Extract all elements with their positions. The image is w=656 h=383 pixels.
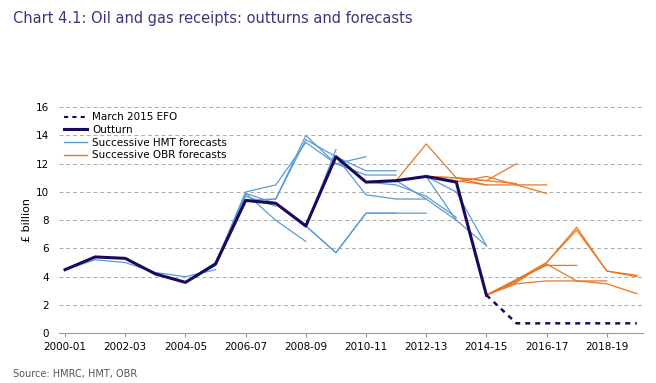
Text: Source: HMRC, HMT, OBR: Source: HMRC, HMT, OBR	[13, 369, 137, 379]
Y-axis label: £ billion: £ billion	[22, 198, 32, 242]
Text: Chart 4.1: Oil and gas receipts: outturns and forecasts: Chart 4.1: Oil and gas receipts: outturn…	[13, 11, 413, 26]
Legend: March 2015 EFO, Outturn, Successive HMT forecasts, Successive OBR forecasts: March 2015 EFO, Outturn, Successive HMT …	[64, 113, 227, 160]
